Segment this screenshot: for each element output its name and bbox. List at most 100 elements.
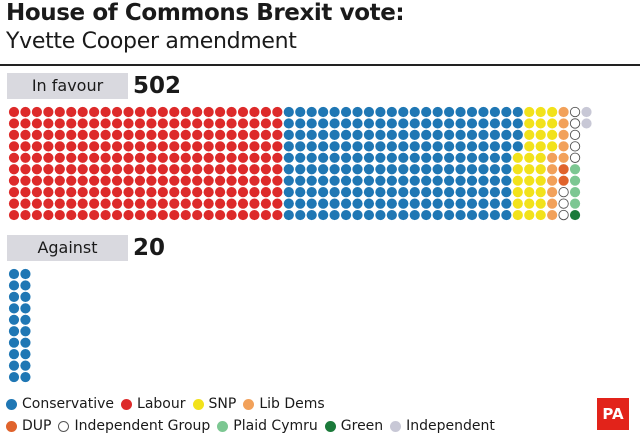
seat-dot-in-favour-conservative bbox=[421, 175, 432, 186]
seat-dot-in-favour-lib-dems bbox=[547, 209, 558, 221]
legend-row-2: DUP Independent Group Plaid Cymru Green Inde… bbox=[6, 418, 502, 436]
seat-dot-in-favour-labour bbox=[249, 198, 260, 209]
seat-dot-in-favour-labour bbox=[43, 164, 54, 175]
seat-dot-in-favour-labour bbox=[180, 198, 191, 209]
seat-dot-in-favour-conservative bbox=[386, 187, 397, 198]
seat-dot-in-favour-conservative bbox=[489, 209, 500, 221]
seat-dot-in-favour-labour bbox=[66, 175, 77, 186]
seat-dot-in-favour-labour bbox=[134, 198, 146, 209]
seat-dot-in-favour-labour bbox=[8, 198, 20, 209]
legend-label-plaid-cymru: Plaid Cymru bbox=[233, 418, 318, 434]
seat-dot-in-favour-conservative bbox=[363, 141, 375, 152]
seat-dot-in-favour-conservative bbox=[489, 198, 500, 209]
seat-dot-in-favour-labour bbox=[20, 175, 31, 186]
seat-dot-in-favour-conservative bbox=[501, 164, 512, 175]
seat-dot-in-favour-conservative bbox=[421, 118, 432, 129]
seat-dot-in-favour-labour bbox=[192, 187, 203, 198]
seat-dot-in-favour-conservative bbox=[501, 198, 512, 209]
seat-dot-in-favour-labour bbox=[180, 187, 191, 198]
seat-dot-in-favour-labour bbox=[192, 198, 203, 209]
seat-dot-in-favour-labour bbox=[180, 118, 191, 129]
seat-dot-in-favour-conservative bbox=[512, 129, 523, 140]
seat-dot-in-favour-snp bbox=[547, 106, 558, 118]
seat-dot-in-favour-labour bbox=[20, 164, 31, 175]
seat-dot-in-favour-labour bbox=[192, 152, 203, 163]
seat-dot-in-favour-conservative bbox=[409, 175, 420, 186]
seat-dot-in-favour-conservative bbox=[478, 152, 489, 163]
seat-dot-in-favour-conservative bbox=[329, 106, 340, 118]
seat-dot-in-favour-labour bbox=[31, 198, 42, 209]
seat-dot-in-favour-snp bbox=[535, 175, 546, 186]
seat-dot-in-favour-conservative bbox=[375, 209, 386, 221]
seat-dot-in-favour-labour bbox=[260, 164, 271, 175]
seat-dot-in-favour-conservative bbox=[432, 187, 443, 198]
seat-dot-in-favour-conservative bbox=[386, 118, 397, 129]
seat-dot-in-favour-conservative bbox=[363, 164, 375, 175]
seat-dot-in-favour-snp bbox=[547, 129, 558, 140]
seat-dot-in-favour-conservative bbox=[501, 106, 512, 118]
seat-dot-in-favour-labour bbox=[169, 152, 180, 163]
legend-swatch-plaid-cymru bbox=[217, 420, 229, 432]
seat-dot-in-favour-labour bbox=[215, 175, 226, 186]
seat-dot-in-favour-labour bbox=[89, 198, 100, 209]
seat-dot-in-favour-labour bbox=[111, 198, 123, 209]
seat-dot-in-favour-conservative bbox=[432, 129, 443, 140]
seat-dot-in-favour-labour bbox=[111, 187, 123, 198]
seat-dot-in-favour-conservative bbox=[329, 164, 340, 175]
seat-dot-in-favour-conservative bbox=[386, 129, 397, 140]
seat-dot-against-conservative bbox=[20, 337, 31, 348]
seat-dot-in-favour-conservative bbox=[283, 106, 294, 118]
seat-dot-in-favour-labour bbox=[249, 175, 260, 186]
seat-dot-in-favour-labour bbox=[180, 164, 191, 175]
seat-dot-in-favour-labour bbox=[237, 118, 249, 129]
seat-dot-in-favour-snp bbox=[512, 175, 523, 186]
seat-dot-against-conservative bbox=[8, 268, 20, 280]
seat-dot-in-favour-labour bbox=[43, 175, 54, 186]
seat-dot-in-favour-snp bbox=[512, 187, 523, 198]
seat-dot-in-favour-labour bbox=[215, 106, 226, 118]
seat-dot-in-favour-conservative bbox=[421, 106, 432, 118]
seat-dot-in-favour-independent-group bbox=[569, 141, 581, 152]
seat-dot-in-favour-labour bbox=[272, 129, 283, 140]
seat-dot-in-favour-labour bbox=[272, 187, 283, 198]
seat-dot-in-favour-conservative bbox=[466, 106, 478, 118]
seat-dot-in-favour-labour bbox=[180, 209, 191, 221]
seat-dot-in-favour-labour bbox=[169, 164, 180, 175]
seat-dot-in-favour-labour bbox=[66, 129, 77, 140]
seat-dot-in-favour-conservative bbox=[295, 198, 306, 209]
seat-dot-in-favour-labour bbox=[203, 187, 214, 198]
seat-dot-in-favour-labour bbox=[66, 106, 77, 118]
seat-dot-in-favour-independent-group bbox=[558, 186, 569, 198]
seat-dot-in-favour-independent-group bbox=[558, 198, 569, 209]
seat-dot-in-favour-snp bbox=[547, 141, 558, 152]
seat-dot-in-favour-snp bbox=[512, 164, 523, 175]
seat-dot-in-favour-labour bbox=[20, 118, 31, 129]
seat-dot-in-favour-conservative bbox=[421, 152, 432, 163]
seat-dot-in-favour-conservative bbox=[318, 118, 329, 129]
seat-dot-in-favour-labour bbox=[215, 209, 226, 221]
seat-dot-in-favour-labour bbox=[215, 118, 226, 129]
seat-dot-in-favour-conservative bbox=[306, 164, 317, 175]
legend-swatch-lib-dems bbox=[243, 398, 255, 410]
seat-dot-in-favour-conservative bbox=[340, 106, 352, 118]
seat-dot-in-favour-snp bbox=[535, 129, 546, 140]
seat-dot-in-favour-conservative bbox=[466, 152, 478, 163]
seat-dot-in-favour-lib-dems bbox=[558, 141, 569, 152]
seat-dot-in-favour-labour bbox=[226, 118, 237, 129]
seat-dot-in-favour-labour bbox=[100, 198, 111, 209]
seat-dot-in-favour-labour bbox=[272, 209, 283, 221]
seat-dot-in-favour-snp bbox=[524, 175, 535, 186]
seat-dot-in-favour-conservative bbox=[340, 118, 352, 129]
seat-dot-in-favour-labour bbox=[226, 129, 237, 140]
seat-dot-in-favour-conservative bbox=[444, 141, 455, 152]
seat-dot-in-favour-conservative bbox=[478, 118, 489, 129]
seat-dot-in-favour-snp bbox=[547, 118, 558, 129]
seat-dot-in-favour-conservative bbox=[398, 164, 409, 175]
seat-dot-in-favour-labour bbox=[54, 187, 65, 198]
seat-dot-in-favour-conservative bbox=[340, 209, 352, 221]
seat-dot-in-favour-labour bbox=[272, 141, 283, 152]
seat-dot-against-conservative bbox=[20, 291, 31, 302]
seat-dot-in-favour-labour bbox=[203, 209, 214, 221]
seat-dot-in-favour-labour bbox=[146, 129, 157, 140]
